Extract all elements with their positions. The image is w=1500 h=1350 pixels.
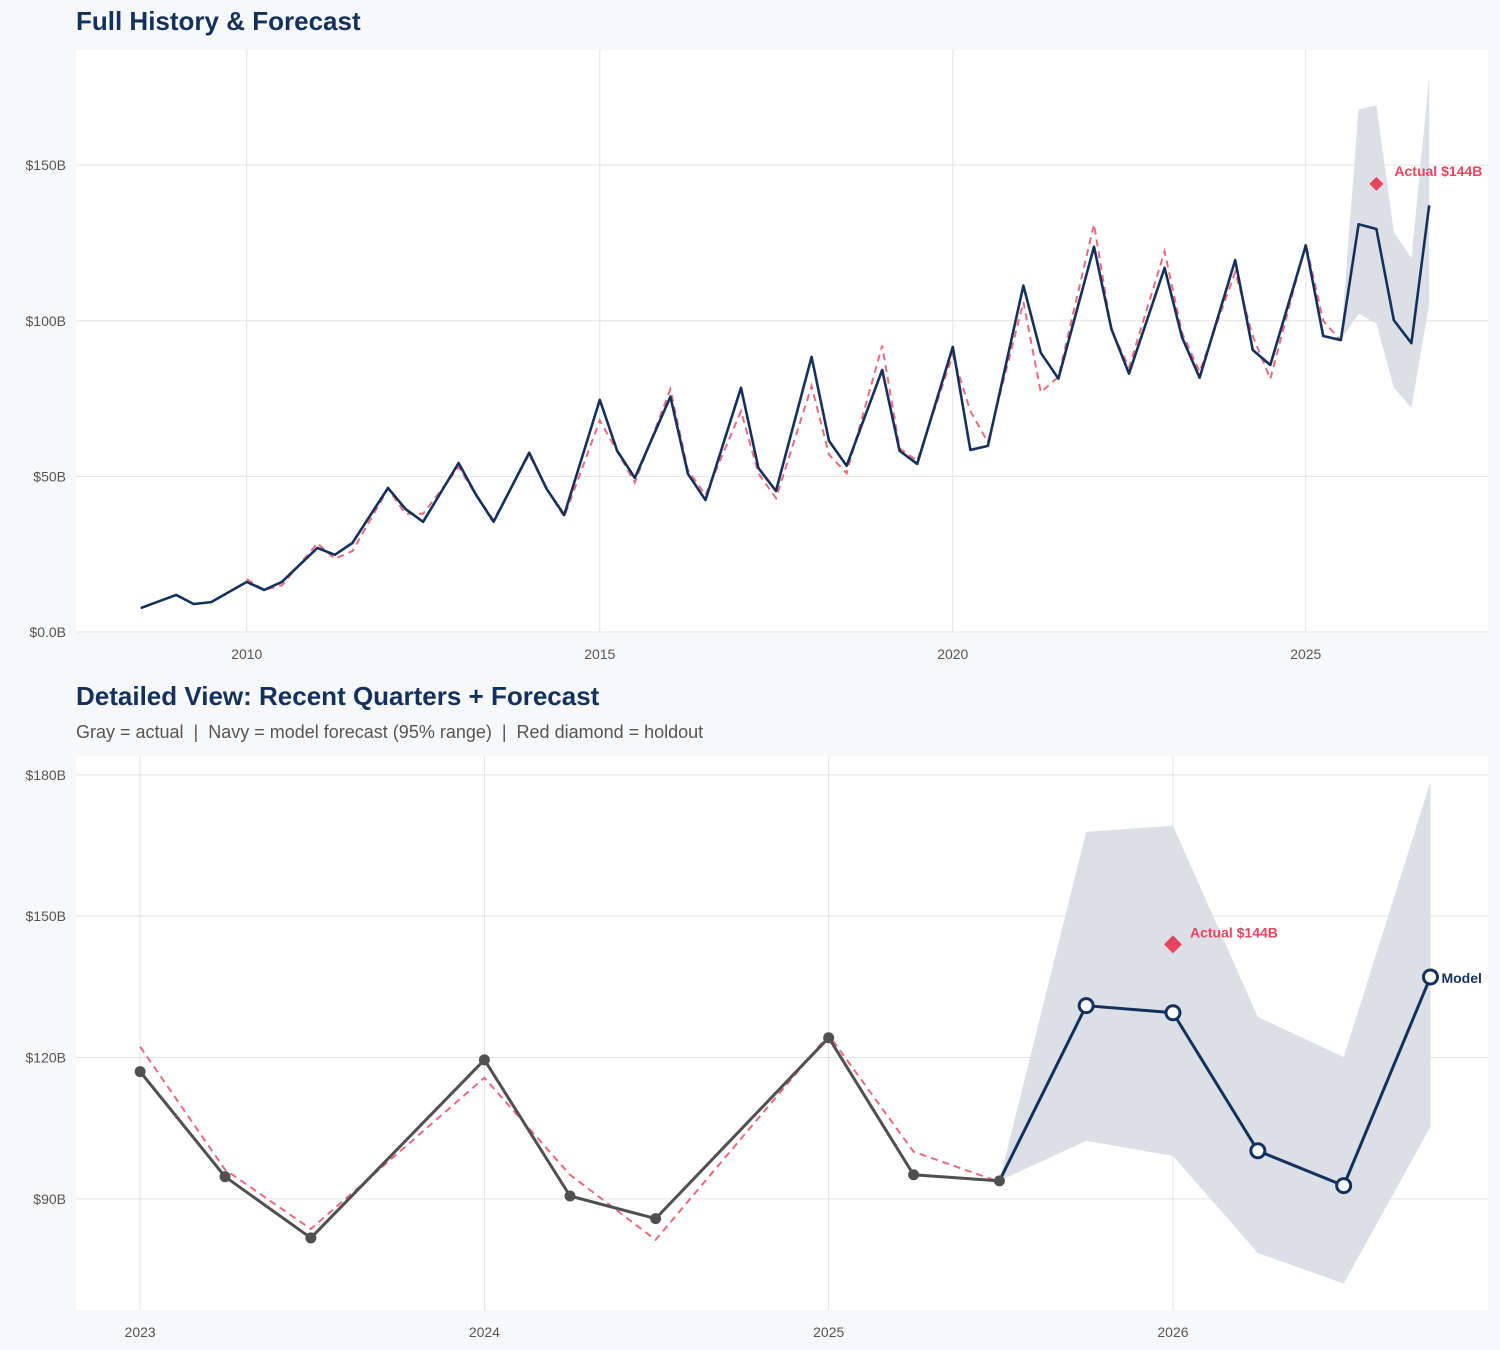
bottom-chart-subtitle: Gray = actual | Navy = model forecast (9… bbox=[76, 722, 704, 742]
forecast-point bbox=[1077, 997, 1095, 1015]
y-tick-label: $90B bbox=[33, 1191, 66, 1207]
holdout-label: Actual $144B bbox=[1394, 163, 1482, 179]
y-tick-label: $150B bbox=[26, 908, 66, 924]
y-tick-label: $50B bbox=[33, 468, 66, 484]
x-tick-label: 2015 bbox=[584, 646, 615, 662]
chart-0: 2010 2015 2020 2025 $0.0B $50B $100B $150B Actua… bbox=[26, 50, 1488, 662]
plot-background bbox=[76, 50, 1488, 632]
y-tick-label: $180B bbox=[26, 767, 66, 783]
x-tick-label: 2025 bbox=[1290, 646, 1321, 662]
actual-line bbox=[140, 205, 1431, 610]
forecast-line bbox=[998, 976, 1432, 1188]
actual-point bbox=[650, 1213, 662, 1225]
y-tick-label: $120B bbox=[26, 1049, 66, 1065]
forecast-point bbox=[1249, 1142, 1267, 1160]
chart-1: 2023 2024 2025 2026 $90B $120B $150B $180B Model… bbox=[26, 756, 1488, 1340]
x-tick-label: 2024 bbox=[469, 1324, 500, 1340]
y-tick-label: $0.0B bbox=[29, 624, 66, 640]
x-tick-label: 2026 bbox=[1157, 1324, 1188, 1340]
forecast-band bbox=[999, 781, 1431, 1284]
actual-point bbox=[993, 1175, 1005, 1187]
holdout-label: Actual $144B bbox=[1190, 924, 1278, 940]
x-tick-label: 2020 bbox=[937, 646, 968, 662]
x-tick-label: 2023 bbox=[125, 1324, 156, 1340]
holdout-diamond bbox=[1369, 176, 1384, 191]
holdout-diamond bbox=[1163, 935, 1182, 954]
y-tick-label: $100B bbox=[26, 313, 66, 329]
bottom-chart-title: Detailed View: Recent Quarters + Forecas… bbox=[76, 681, 600, 711]
actual-point bbox=[305, 1232, 317, 1244]
forecast-point bbox=[1335, 1177, 1353, 1195]
fitted-line bbox=[139, 1033, 1000, 1242]
actual-point bbox=[478, 1054, 490, 1066]
actual-point bbox=[564, 1190, 576, 1202]
forecast-point bbox=[1421, 968, 1439, 986]
fitted-line bbox=[246, 224, 1342, 592]
plot-content: Model Actual $144B bbox=[134, 781, 1482, 1284]
forecast-point bbox=[1164, 1004, 1182, 1022]
model-end-label: Model bbox=[1441, 970, 1481, 986]
top-chart-title: Full History & Forecast bbox=[76, 6, 361, 36]
y-tick-label: $150B bbox=[26, 157, 66, 173]
actual-point bbox=[908, 1169, 920, 1181]
actual-point bbox=[823, 1032, 835, 1044]
plot-content: Actual $144B bbox=[140, 76, 1482, 610]
actual-point bbox=[134, 1066, 146, 1078]
x-tick-label: 2025 bbox=[813, 1324, 844, 1340]
forecast-band bbox=[1340, 76, 1430, 408]
x-tick-label: 2010 bbox=[231, 646, 262, 662]
actual-point bbox=[219, 1171, 231, 1183]
